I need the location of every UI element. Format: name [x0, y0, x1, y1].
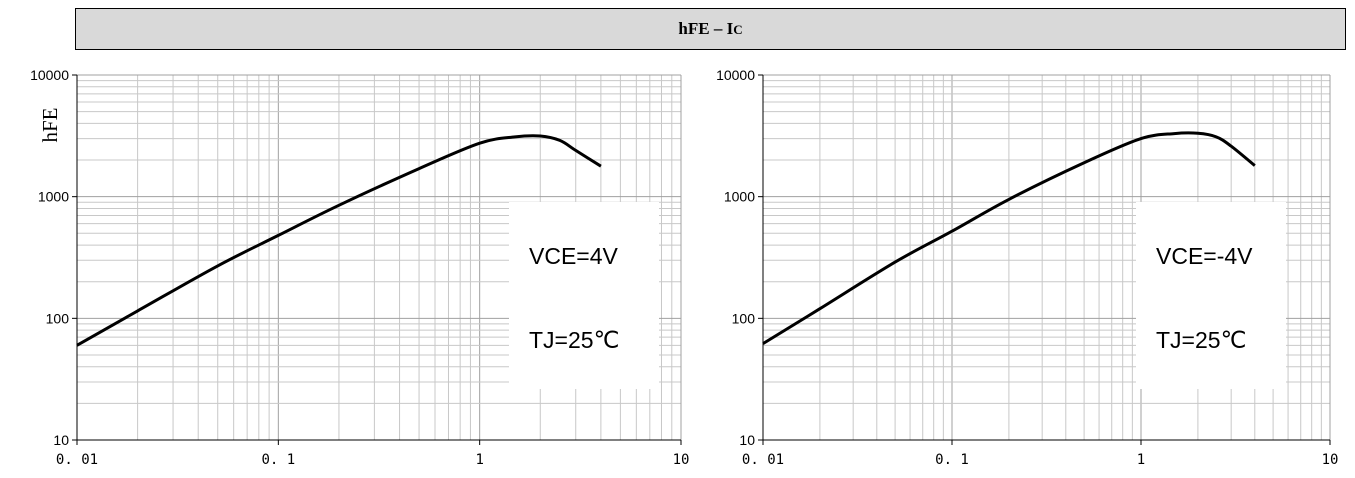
series-line [762, 131, 1256, 345]
vce-annotation: VCE=-4V [1156, 243, 1253, 269]
annotation-box [509, 202, 659, 389]
y-tick-label: 1000 [724, 189, 755, 205]
x-tick-label: 10 [673, 452, 690, 468]
x-tick-label: 0. 01 [56, 452, 98, 468]
x-tick-label: 0. 1 [935, 452, 969, 468]
chart-title-bar: hFE – IC [75, 8, 1346, 50]
annotation-box [1136, 202, 1286, 389]
x-tick-label: 0. 01 [742, 452, 784, 468]
tj-annotation: TJ=25℃ [1156, 327, 1246, 353]
y-tick-label: 100 [46, 310, 70, 326]
chart-title: hFE – IC [678, 19, 743, 38]
y-tick-label: 10000 [716, 67, 755, 83]
y-axis-label: hFE [38, 107, 62, 142]
chart-1: 10 100 1000 10000 0. 01 0. 1 1 10 hFE VCE=4V TJ=25… [30, 67, 689, 468]
x-tick-label: 1 [475, 452, 483, 468]
y-tick-label: 100 [732, 310, 756, 326]
vce-annotation: VCE=4V [529, 243, 619, 269]
grid [77, 75, 681, 440]
y-tick-label: 10000 [30, 67, 69, 83]
y-tick-label: 1000 [38, 189, 69, 205]
tj-annotation: TJ=25℃ [529, 327, 619, 353]
x-tick-label: 10 [1322, 452, 1339, 468]
series-line [76, 134, 602, 347]
x-tick-label: 0. 1 [261, 452, 295, 468]
y-tick-label: 10 [739, 432, 755, 448]
y-tick-label: 10 [53, 432, 69, 448]
x-tick-label: 1 [1137, 452, 1145, 468]
chart-2: 10 100 1000 10000 0. 01 0. 1 1 10 VCE=-4V TJ=25℃ [716, 67, 1338, 468]
